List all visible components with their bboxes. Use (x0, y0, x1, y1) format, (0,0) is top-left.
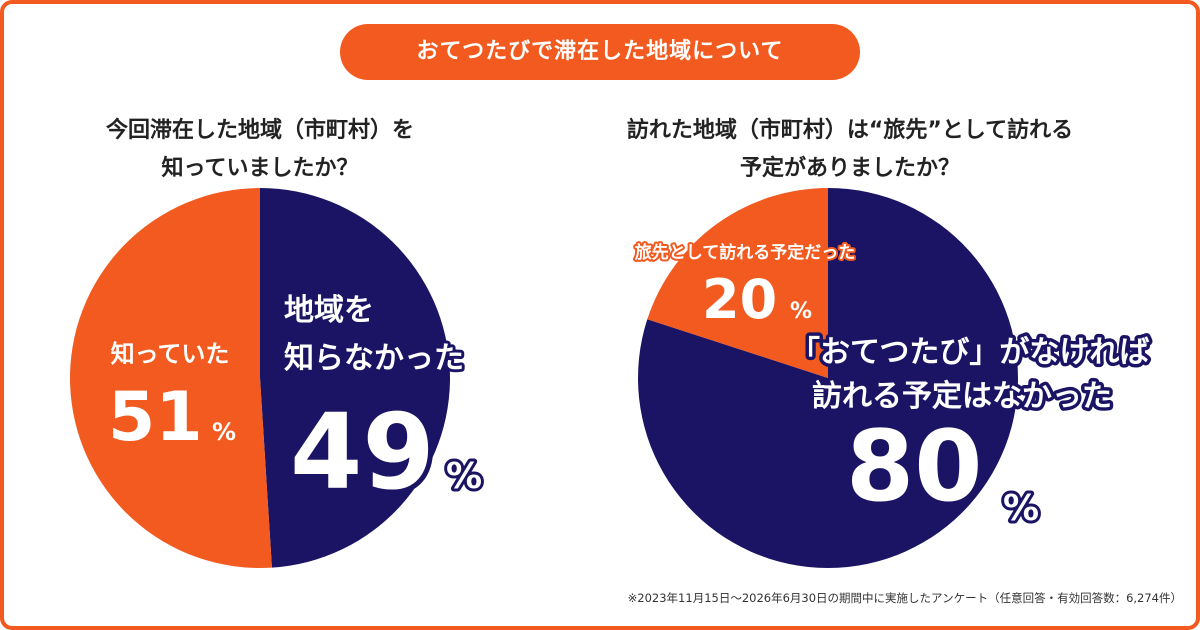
chart2-slice-2-label: 旅先として訪れる予定だった (635, 242, 856, 263)
chart1-question-line-2: 知っていましたか？ (161, 156, 359, 181)
chart2-slice-2-unit: % (790, 299, 812, 324)
footnote: ※2023年11月15日〜2026年6月30日の期間中に実施したアンケート（任意… (627, 591, 1182, 605)
chart2-slice-2 (647, 188, 828, 378)
chart1-slice-2-unit: % (212, 418, 236, 446)
chart2-question: 訪れた地域（市町村）は“旅先”として訪れる 予定がありましたか？ (560, 112, 1140, 188)
chart1-slice-1 (260, 188, 450, 568)
chart1-slice-1-unit: % (446, 456, 482, 497)
chart1-question: 今回滞在した地域（市町村）を 知っていましたか？ (60, 112, 460, 188)
header-banner: おてつたびで滞在した地域について (340, 24, 860, 80)
chart2-question-line-2: 予定がありましたか？ (739, 156, 960, 181)
chart2-slice-1-unit: % (1003, 488, 1039, 529)
chart1-slice-1-label: 知らなかった (284, 341, 464, 376)
chart1-slice-2-value: 51 (108, 378, 203, 457)
chart2-slice-1-label: 「おてつたび」がなければ (790, 335, 1149, 370)
chart2-slice-1-value: 80 (846, 410, 982, 524)
chart1-slice-1-label: 地域を (284, 293, 374, 328)
chart1-slice-2-label: 知っていた (111, 340, 230, 368)
chart2-slice-2-value: 20 (702, 268, 777, 331)
chart1-question-line-1: 今回滞在した地域（市町村）を (105, 118, 414, 143)
chart2-slice-1-label: 訪れる予定はなかった (812, 379, 1112, 414)
chart2-question-line-1: 訪れた地域（市町村）は“旅先”として訪れる (626, 118, 1074, 143)
chart1-slice-2 (69, 188, 272, 568)
chart1-slice-1-value: 49 (290, 391, 435, 513)
